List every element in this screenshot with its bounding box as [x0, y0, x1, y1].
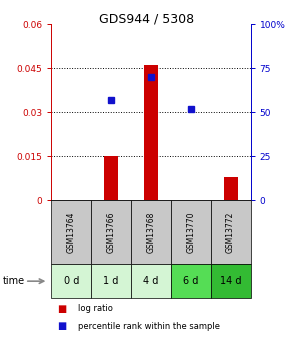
- Bar: [91, 200, 131, 264]
- Bar: [171, 264, 211, 298]
- Text: ■: ■: [57, 321, 67, 331]
- Text: 0 d: 0 d: [64, 276, 79, 286]
- Text: 4 d: 4 d: [143, 276, 159, 286]
- Text: GDS944 / 5308: GDS944 / 5308: [99, 12, 194, 25]
- Text: percentile rank within the sample: percentile rank within the sample: [78, 322, 220, 331]
- Text: log ratio: log ratio: [78, 304, 113, 313]
- Text: 14 d: 14 d: [220, 276, 241, 286]
- Text: GSM13770: GSM13770: [186, 211, 195, 253]
- Text: GSM13764: GSM13764: [67, 211, 76, 253]
- Bar: [211, 200, 251, 264]
- Text: time: time: [3, 276, 25, 286]
- Bar: [211, 264, 251, 298]
- Bar: [131, 200, 171, 264]
- Text: GSM13766: GSM13766: [107, 211, 115, 253]
- Text: ■: ■: [57, 304, 67, 314]
- Bar: [104, 156, 118, 200]
- Text: GSM13772: GSM13772: [226, 211, 235, 253]
- Bar: [224, 177, 238, 200]
- Text: GSM13768: GSM13768: [146, 211, 155, 253]
- Text: 6 d: 6 d: [183, 276, 198, 286]
- Bar: [51, 200, 91, 264]
- Bar: [171, 200, 211, 264]
- Bar: [91, 264, 131, 298]
- Bar: [51, 264, 91, 298]
- Text: 1 d: 1 d: [103, 276, 119, 286]
- Bar: [144, 65, 158, 200]
- Bar: [131, 264, 171, 298]
